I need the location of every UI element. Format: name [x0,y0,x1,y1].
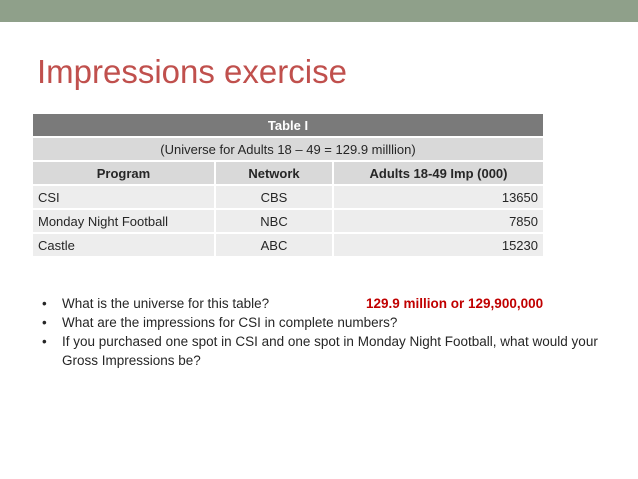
impressions-table: Table I (Universe for Adults 18 – 49 = 1… [32,113,544,257]
question-text: What are the impressions for CSI in comp… [62,315,398,330]
header-network: Network [215,161,333,185]
table-header-row: Program Network Adults 18-49 Imp (000) [32,161,544,185]
cell-impressions: 15230 [333,233,544,257]
table-caption: Table I [32,113,544,137]
table-caption-row: Table I [32,113,544,137]
question-text: What is the universe for this table? [62,296,270,311]
header-impressions: Adults 18-49 Imp (000) [333,161,544,185]
cell-impressions: 7850 [333,209,544,233]
bullet-icon: • [42,315,47,330]
top-accent-bar [0,0,638,22]
slide-title: Impressions exercise [37,53,347,90]
cell-network: NBC [215,209,333,233]
list-item: • What are the impressions for CSI in co… [38,313,598,332]
table-subcaption: (Universe for Adults 18 – 49 = 129.9 mil… [32,137,544,161]
question-text: If you purchased one spot in CSI and one… [62,334,598,368]
answer-text: 129.9 million or 129,900,000 [366,296,544,311]
table-row: Castle ABC 15230 [32,233,544,257]
list-item: • If you purchased one spot in CSI and o… [38,332,598,370]
cell-program: Castle [32,233,215,257]
cell-network: CBS [215,185,333,209]
bullet-icon: • [42,296,47,311]
cell-program: Monday Night Football [32,209,215,233]
header-program: Program [32,161,215,185]
table-row: CSI CBS 13650 [32,185,544,209]
table-subcaption-row: (Universe for Adults 18 – 49 = 129.9 mil… [32,137,544,161]
table-row: Monday Night Football NBC 7850 [32,209,544,233]
question-list: • What is the universe for this table? 1… [38,294,598,370]
cell-network: ABC [215,233,333,257]
cell-program: CSI [32,185,215,209]
bullet-icon: • [42,334,47,349]
cell-impressions: 13650 [333,185,544,209]
list-item: • What is the universe for this table? 1… [38,294,598,313]
